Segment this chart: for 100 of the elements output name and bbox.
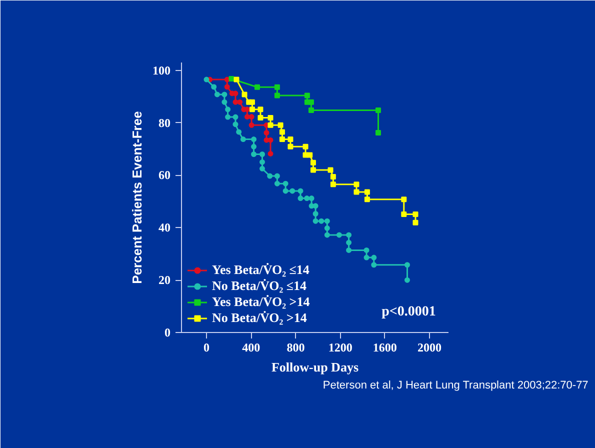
y-axis-title: Percent Patients Event-Free [130,111,144,284]
point [268,150,274,156]
point [364,189,370,195]
point [259,159,265,165]
point [259,166,265,172]
y-tick-label: 80 [158,116,170,130]
x-tick-label: 1200 [328,340,352,354]
point [244,114,250,120]
point [375,107,381,113]
point [364,247,370,253]
point [336,232,342,238]
point [401,196,407,202]
point [364,254,370,260]
point [412,220,418,226]
point [214,92,220,98]
point [328,167,334,173]
point [222,99,228,105]
legend-label: Yes Beta/V̇O₂ >14 [212,294,310,310]
point [249,106,255,112]
point [282,180,288,186]
point [248,122,254,128]
legend-label: No Beta/V̇O₂ >14 [212,310,307,326]
point [354,189,360,195]
point [288,144,294,150]
point [225,114,231,120]
point [298,196,304,202]
point [312,218,318,224]
point [222,92,228,98]
x-tick-label: 800 [286,340,305,354]
point [240,136,246,142]
point [324,225,330,231]
point [308,107,314,113]
point [371,254,377,260]
legend-label: Yes Beta/V̇O₂ ≤14 [212,262,310,278]
point [346,247,352,253]
point [346,232,352,238]
point [258,115,264,121]
point [274,84,280,90]
point [204,76,210,82]
point [251,152,257,157]
y-tick-label: 0 [164,326,170,340]
annotation: p<0.0001 [382,304,436,320]
point [324,232,330,238]
point [310,167,316,173]
point [242,92,248,98]
point [267,173,273,179]
point [310,160,316,166]
point [404,262,410,268]
point [232,122,238,128]
point [258,106,264,112]
point [225,106,231,112]
y-tick-label: 20 [158,273,170,288]
point [278,122,284,128]
point [274,92,280,98]
point [259,152,265,157]
x-tick-label: 400 [242,340,260,354]
point [274,173,280,179]
point [274,180,280,186]
point [290,188,296,194]
point [346,240,352,246]
x-tick-label: 1600 [372,340,397,354]
point [302,144,308,150]
y-tick-label: 40 [158,220,170,235]
point [268,122,274,128]
point [354,182,360,188]
point [401,212,407,218]
x-tick-label: 0 [203,340,210,354]
point [308,99,314,105]
point [288,136,294,142]
legend-label: No Beta/V̇O₂ ≤14 [212,278,307,294]
point [251,144,257,150]
point [237,99,243,105]
point [224,84,230,90]
point [268,115,274,121]
point [404,277,410,283]
point [249,99,255,105]
point [312,211,318,216]
point [251,136,257,142]
point [324,218,330,224]
point [248,114,254,120]
point [232,114,238,120]
point [264,130,270,136]
point [298,188,304,194]
x-axis-title: Follow-up Days [271,360,359,374]
point [371,262,377,268]
point [279,129,285,135]
y-tick-label: 100 [152,63,170,78]
point [279,136,285,142]
point [318,218,324,224]
point [304,92,310,98]
point [234,76,240,82]
point [236,129,242,135]
point [211,84,217,90]
point [330,182,336,188]
point [254,84,260,90]
point [304,196,310,202]
point [375,130,381,136]
point [308,196,314,202]
point [307,152,313,158]
y-tick-label: 60 [158,168,170,182]
